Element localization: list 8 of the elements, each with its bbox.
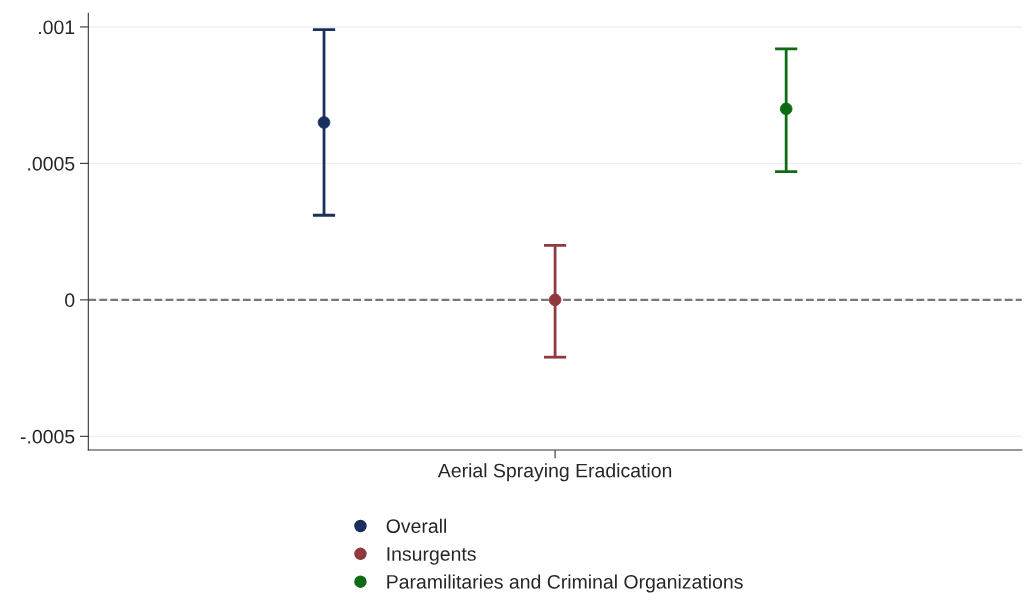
y-tick-label: .0005 xyxy=(28,156,75,171)
legend-label: Paramilitaries and Criminal Organizations xyxy=(387,574,743,593)
y-tick-label: -.0005 xyxy=(20,429,75,444)
legend-label: Overall xyxy=(386,518,447,533)
y-tick-label: .001 xyxy=(39,20,75,35)
x-tick-label: Aerial Spraying Eradication xyxy=(437,463,672,482)
legend-label: Insurgents xyxy=(387,547,476,565)
y-tick-label: 0 xyxy=(65,293,75,308)
